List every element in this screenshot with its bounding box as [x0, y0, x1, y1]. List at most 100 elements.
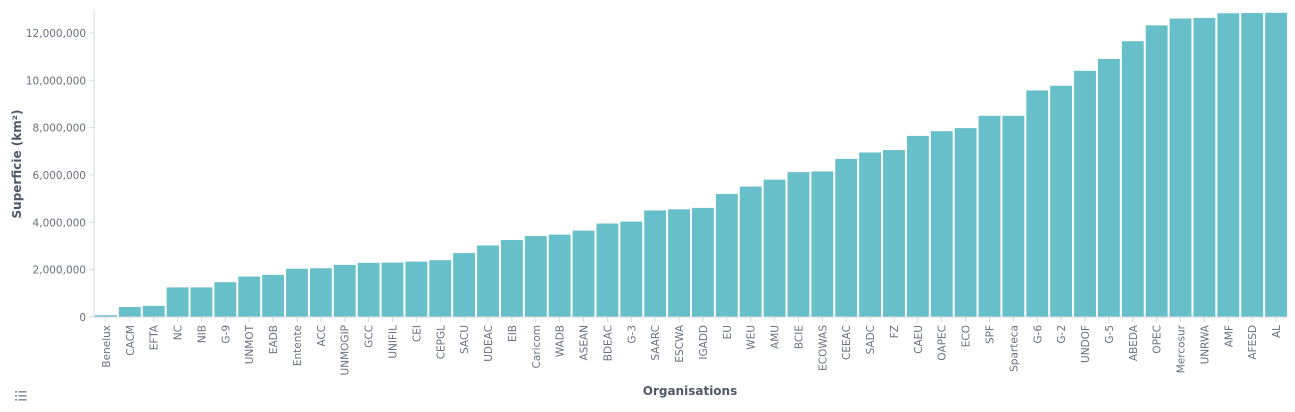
bar-abeda[interactable]: [1121, 41, 1144, 317]
x-tick-label: NC: [173, 325, 185, 340]
bar-eco[interactable]: [954, 128, 977, 317]
x-tick-label: UNDOF: [1080, 325, 1092, 363]
bar-amu[interactable]: [763, 179, 786, 317]
x-tick-label: EU: [722, 325, 734, 339]
bar-fz[interactable]: [883, 150, 905, 317]
x-tick-label: UNMOT: [244, 324, 256, 364]
bar-wadb[interactable]: [548, 234, 571, 317]
x-tick-label: CAEU: [913, 325, 925, 354]
bar-opec[interactable]: [1145, 25, 1168, 318]
x-tick-label: WADB: [555, 325, 567, 357]
bar-g-6[interactable]: [1026, 90, 1049, 317]
bar-igadd[interactable]: [692, 207, 714, 317]
x-tick-label: EADB: [268, 325, 280, 354]
bar-acc[interactable]: [309, 268, 332, 317]
x-tick-label: ECO: [961, 325, 973, 347]
x-tick-label: UNIFIL: [388, 325, 400, 359]
y-axis-title: Superficie (km²): [10, 110, 24, 219]
bar-g-2[interactable]: [1050, 85, 1073, 317]
x-tick-label: EFTA: [149, 324, 161, 350]
bar-unmogip[interactable]: [333, 264, 356, 317]
bar-undof[interactable]: [1074, 70, 1096, 317]
bar-sadc[interactable]: [859, 152, 882, 317]
x-tick-label: SACU: [459, 325, 471, 354]
bar-eib[interactable]: [500, 240, 523, 317]
bar-ecowas[interactable]: [811, 171, 834, 317]
bar-bdeac[interactable]: [596, 223, 619, 317]
x-tick-label: OAPEC: [937, 325, 949, 361]
bar-ceeac[interactable]: [835, 158, 858, 317]
y-axis: 0 2,000,000 4,000,000 6,000,000 8,000,000 10,…: [26, 10, 95, 324]
bar-caeu[interactable]: [906, 135, 929, 317]
bar-unmot[interactable]: [238, 276, 261, 317]
bar-entente[interactable]: [286, 268, 308, 317]
bar-afesd[interactable]: [1241, 13, 1264, 317]
bar-nib[interactable]: [190, 287, 213, 317]
bar-spf[interactable]: [978, 115, 1001, 317]
bar-cacm[interactable]: [118, 307, 141, 317]
x-tick-label: IGADD: [698, 325, 710, 360]
x-tick-label: BCIE: [793, 325, 805, 349]
x-tick-label: ACC: [316, 325, 328, 347]
y-tick-label: 6,000,000: [33, 170, 86, 182]
y-tick-label: 12,000,000: [26, 28, 86, 40]
x-tick-label: SAARC: [650, 325, 662, 361]
bar-sparteca[interactable]: [1002, 115, 1025, 317]
x-tick-label: ABEDA: [1128, 324, 1140, 361]
x-tick-label: Sparteca: [1008, 325, 1020, 372]
x-tick-label: G-5: [1104, 325, 1116, 344]
x-tick-label: CEEAC: [841, 325, 853, 360]
bar-eadb[interactable]: [262, 274, 285, 317]
bar-g-9[interactable]: [214, 282, 237, 317]
bars: [95, 12, 1287, 318]
x-tick-label: Entente: [292, 325, 304, 366]
bar-sacu[interactable]: [453, 253, 476, 317]
bar-unrwa[interactable]: [1193, 18, 1216, 317]
bar-escwa[interactable]: [668, 209, 690, 317]
bar-oapec[interactable]: [930, 131, 953, 317]
x-tick-label: FZ: [889, 325, 901, 338]
x-tick-label: EIB: [507, 325, 519, 342]
bar-benelux[interactable]: [95, 315, 117, 317]
x-tick-label: UNMOGIP: [340, 325, 352, 375]
bar-eu[interactable]: [715, 193, 738, 317]
bar-amf[interactable]: [1217, 13, 1240, 317]
bar-nc[interactable]: [166, 287, 189, 317]
x-tick-label: CEI: [411, 325, 423, 342]
bar-g-5[interactable]: [1097, 58, 1120, 317]
x-tick-label: UDEAC: [483, 325, 495, 362]
bar-mercosur[interactable]: [1169, 18, 1192, 318]
x-tick-label: G-2: [1056, 325, 1068, 344]
bar-saarc[interactable]: [644, 210, 667, 317]
bar-caricom[interactable]: [524, 236, 547, 317]
x-tick-label: CEPGL: [435, 325, 447, 359]
bar-unifil[interactable]: [381, 262, 404, 317]
bar-al[interactable]: [1265, 12, 1287, 317]
x-axis: Benelux CACM EFTA NC NIB G-9 UNMOT EADB Entente A…: [94, 316, 1288, 375]
x-tick-label: AMF: [1223, 325, 1235, 347]
y-tick-label: 4,000,000: [33, 217, 86, 229]
x-tick-label: SPF: [985, 325, 997, 344]
list-icon[interactable]: [14, 388, 28, 402]
x-tick-label: AMU: [770, 325, 782, 349]
x-tick-label: OPEC: [1152, 325, 1164, 354]
x-axis-title: Organisations: [643, 384, 737, 398]
y-tick-label: 8,000,000: [33, 123, 86, 135]
bar-asean[interactable]: [572, 230, 595, 317]
x-tick-label: Caricom: [531, 325, 543, 368]
bar-udeac[interactable]: [477, 245, 499, 317]
x-tick-label: Benelux: [101, 325, 113, 368]
bar-bcie[interactable]: [787, 172, 810, 317]
x-tick-label: AL: [1271, 325, 1283, 338]
bar-g-3[interactable]: [620, 221, 643, 317]
bar-efta[interactable]: [142, 305, 165, 317]
bar-cei[interactable]: [405, 261, 428, 317]
bar-cepgl[interactable]: [429, 260, 452, 317]
bar-weu[interactable]: [739, 186, 762, 317]
x-tick-label: ASEAN: [579, 325, 591, 361]
x-tick-label: GCC: [364, 325, 376, 348]
bar-gcc[interactable]: [357, 262, 380, 317]
x-tick-label: G-6: [1032, 325, 1044, 344]
x-tick-label: CACM: [125, 325, 137, 356]
